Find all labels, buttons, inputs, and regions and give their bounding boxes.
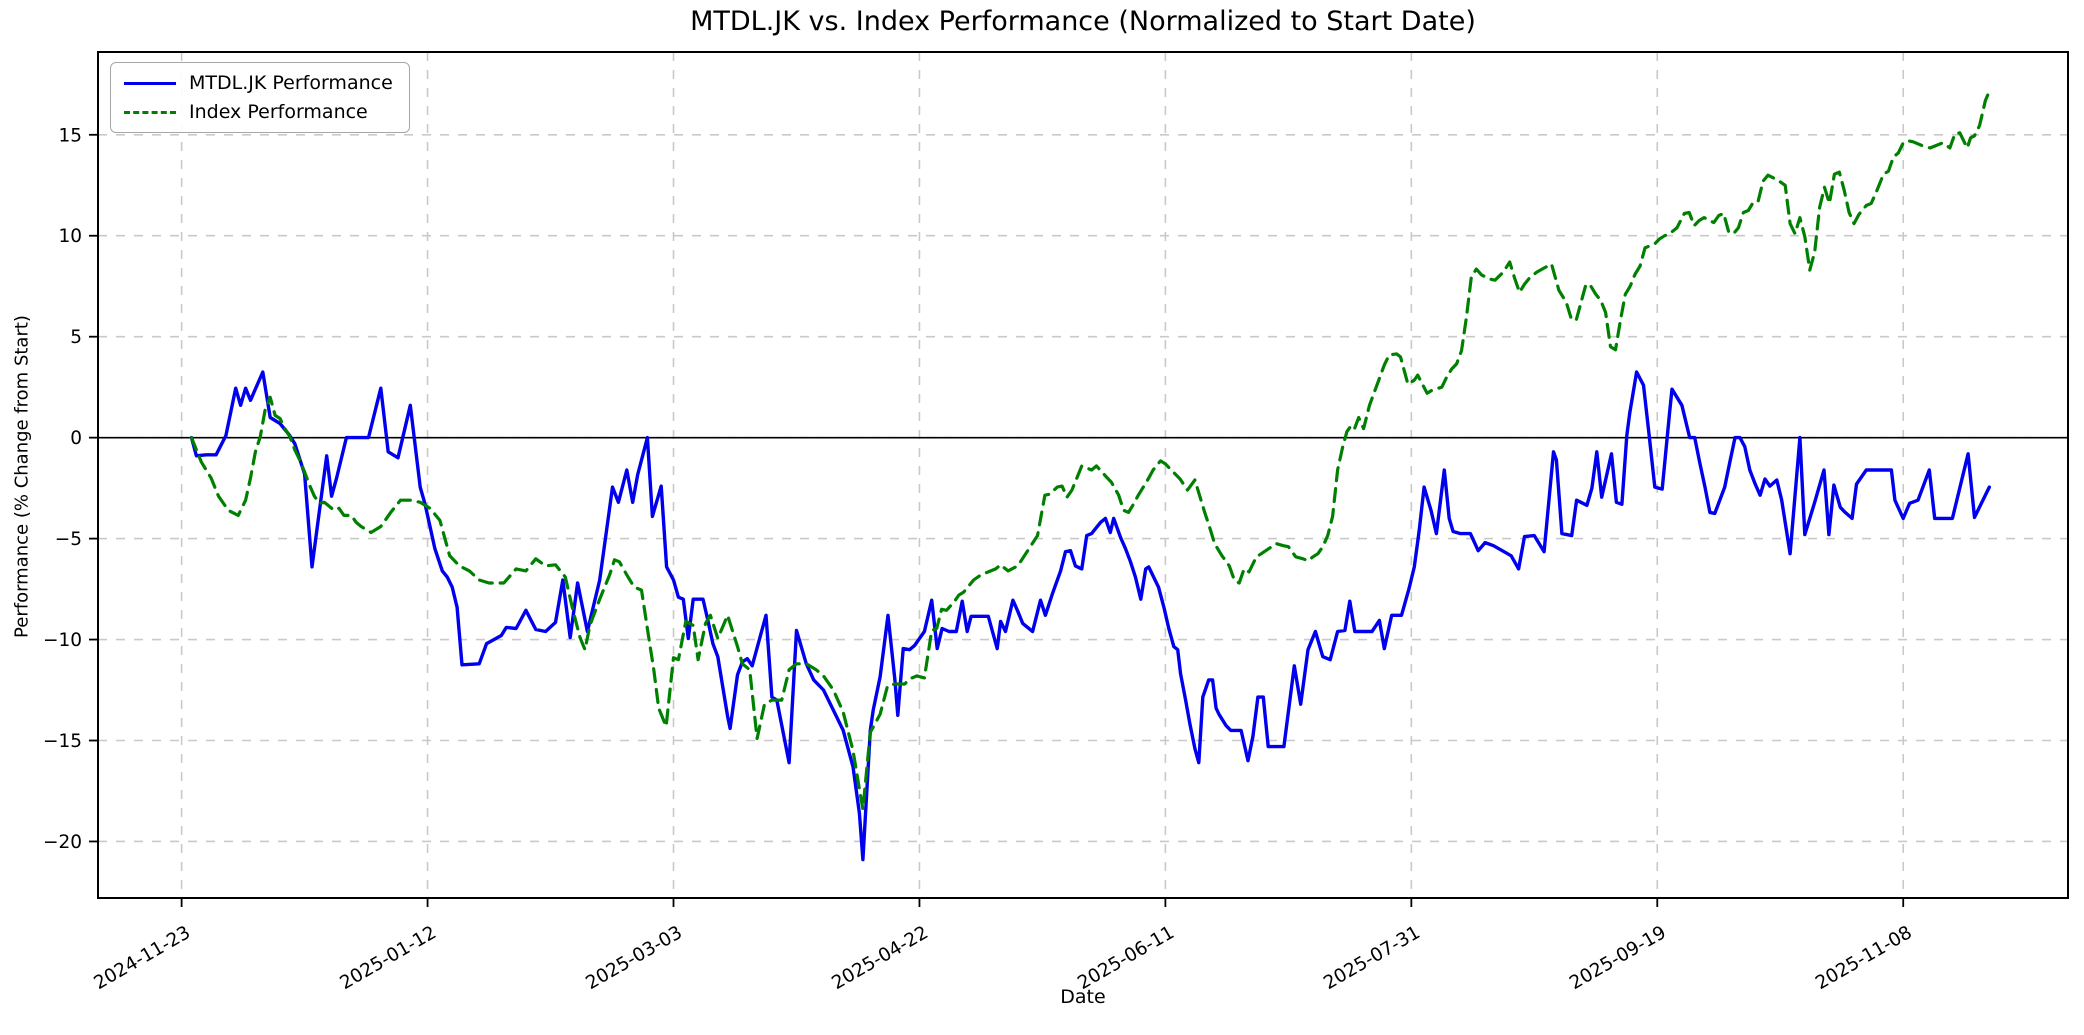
x-tick-label: 2025-04-22 xyxy=(828,922,932,994)
y-tick-label: −10 xyxy=(43,630,82,651)
legend-line-solid-icon xyxy=(124,81,176,85)
x-tick-label: 2025-06-11 xyxy=(1074,922,1178,994)
series-line-index xyxy=(189,89,1991,811)
x-tick-label: 2025-11-08 xyxy=(1812,922,1916,994)
series-line-mtdl xyxy=(189,370,1991,862)
y-tick-label: −15 xyxy=(43,731,82,752)
axes-spines xyxy=(97,51,2069,899)
legend-label-mtdl: MTDL.JK Performance xyxy=(189,72,393,94)
y-tick-label: 5 xyxy=(70,327,82,348)
y-tick-label: 15 xyxy=(58,125,82,146)
x-tick-label: 2025-01-12 xyxy=(336,922,440,994)
legend: MTDL.JK Performance Index Performance xyxy=(110,62,410,133)
y-tick-label: 0 xyxy=(70,428,82,449)
y-axis-label: Performance (% Change from Start) xyxy=(11,315,33,638)
legend-entry-mtdl: MTDL.JK Performance xyxy=(124,72,393,94)
legend-label-index: Index Performance xyxy=(189,101,368,123)
y-tick-label: −5 xyxy=(55,529,82,550)
x-axis-label: Date xyxy=(1060,986,1106,1008)
x-tick-label: 2025-03-03 xyxy=(582,922,686,994)
legend-line-dashed-icon xyxy=(124,110,176,114)
legend-entry-index: Index Performance xyxy=(124,101,393,123)
y-tick-label: 10 xyxy=(58,226,82,247)
y-tick-label: −20 xyxy=(43,832,82,853)
x-tick-label: 2024-11-23 xyxy=(91,922,195,994)
x-tick-label: 2025-07-31 xyxy=(1320,922,1424,994)
x-tick-label: 2025-09-19 xyxy=(1566,922,1670,994)
chart-title: MTDL.JK vs. Index Performance (Normalize… xyxy=(690,6,1476,37)
plot-area xyxy=(98,52,2068,898)
